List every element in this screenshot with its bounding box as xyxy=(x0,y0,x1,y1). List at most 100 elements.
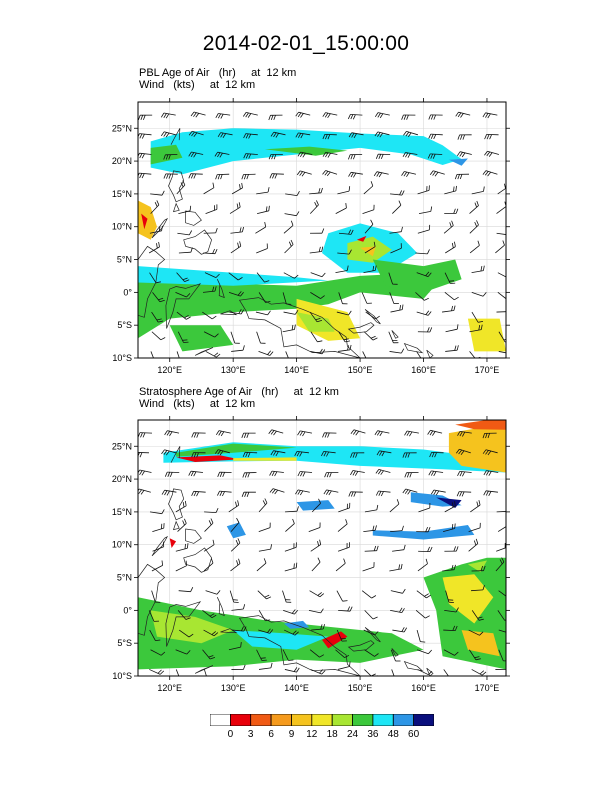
wind-barb xyxy=(308,608,324,614)
wind-barb xyxy=(217,132,233,139)
lon-tick-label: 120°E xyxy=(157,683,182,693)
colorbar-label: 0 xyxy=(227,729,234,740)
wind-barb xyxy=(390,649,401,662)
wind-barb xyxy=(311,624,325,631)
wind-barb xyxy=(389,499,400,513)
wind-barb xyxy=(229,590,239,603)
coastline xyxy=(172,520,180,531)
wind-barb xyxy=(362,204,375,214)
wind-barb xyxy=(404,472,419,478)
lon-tick-label: 170°E xyxy=(475,683,500,693)
wind-barb xyxy=(203,182,215,195)
coastline xyxy=(194,347,214,356)
wind-barb xyxy=(390,607,405,613)
wind-barb xyxy=(308,522,321,532)
wind-barb xyxy=(362,351,367,358)
wind-barb xyxy=(392,200,402,214)
lon-tick-label: 150°E xyxy=(348,683,373,693)
wind-barb xyxy=(231,345,245,352)
wind-barb xyxy=(150,649,166,656)
wind-barb xyxy=(428,470,444,477)
wind-barb xyxy=(496,511,506,513)
wind-barb xyxy=(177,610,191,620)
wind-barb xyxy=(285,191,300,196)
wind-barb xyxy=(415,610,430,619)
wind-barb xyxy=(282,292,292,305)
wind-barb xyxy=(496,310,506,313)
wind-barb xyxy=(310,292,325,299)
shaded-region xyxy=(455,420,506,430)
wind-barb xyxy=(469,324,483,333)
shaded-region xyxy=(372,525,475,540)
wind-barb xyxy=(160,131,176,138)
wind-barb xyxy=(469,220,479,234)
wind-barb xyxy=(309,187,323,195)
wind-barb xyxy=(339,229,354,235)
wind-barb xyxy=(363,181,374,195)
shaded-region xyxy=(138,200,157,240)
colorbar-box xyxy=(392,714,415,726)
wind-barb xyxy=(322,170,338,177)
colorbar xyxy=(210,714,434,726)
wind-barb xyxy=(284,562,298,572)
wind-barb xyxy=(336,629,347,642)
coastline xyxy=(426,667,434,676)
wind-barb xyxy=(337,186,351,195)
wind-barb xyxy=(390,588,406,594)
wind-barb xyxy=(255,222,267,234)
wind-barb xyxy=(175,560,187,572)
wind-barb xyxy=(297,471,313,477)
wind-barb xyxy=(456,151,472,158)
wind-barb xyxy=(188,470,204,477)
wind-barb xyxy=(416,351,422,358)
wind-barb xyxy=(324,472,339,478)
wind-barb xyxy=(392,544,406,552)
wind-barb xyxy=(177,230,193,236)
wind-barb xyxy=(152,292,165,303)
wind-barb xyxy=(203,669,207,676)
wind-barb xyxy=(269,488,285,495)
colorbar-box xyxy=(291,714,313,726)
wind-barb xyxy=(310,669,326,675)
wind-barb xyxy=(175,291,191,298)
wind-barb xyxy=(284,542,297,552)
wind-barb xyxy=(149,272,161,284)
wind-barb xyxy=(257,590,272,600)
wind-barb xyxy=(471,265,485,274)
coastline xyxy=(183,547,212,573)
wind-barb xyxy=(203,331,219,338)
wind-barb xyxy=(348,132,364,139)
wind-barb xyxy=(442,564,456,572)
wind-barb xyxy=(150,351,154,358)
wind-barb xyxy=(268,114,283,121)
wind-barb xyxy=(188,151,204,158)
figure-title: 2014-02-01_15:00:00 xyxy=(202,32,410,55)
wind-barb xyxy=(296,170,312,177)
coastline xyxy=(364,627,381,643)
lat-tick-label: 10°S xyxy=(112,671,132,681)
coastline xyxy=(238,615,361,676)
wind-barb xyxy=(204,272,220,278)
wind-barb xyxy=(178,247,193,254)
coastline xyxy=(185,528,202,544)
wind-barb xyxy=(230,331,240,344)
wind-barb xyxy=(417,669,433,676)
wind-barb xyxy=(310,331,323,343)
map-content xyxy=(138,420,506,676)
wind-barb xyxy=(190,111,206,118)
wind-barb xyxy=(373,171,389,178)
map-content xyxy=(138,102,506,358)
wind-barb xyxy=(336,310,352,316)
wind-barb xyxy=(350,470,365,476)
wind-barb xyxy=(416,629,426,643)
wind-barb xyxy=(150,200,160,214)
wind-barb xyxy=(468,538,479,552)
wind-barb xyxy=(482,432,497,439)
wind-barb xyxy=(415,249,430,255)
wind-barb xyxy=(283,609,299,615)
wind-barb xyxy=(457,471,472,477)
coastline xyxy=(347,322,375,334)
wind-barb xyxy=(444,546,459,552)
wind-barb xyxy=(335,203,347,214)
